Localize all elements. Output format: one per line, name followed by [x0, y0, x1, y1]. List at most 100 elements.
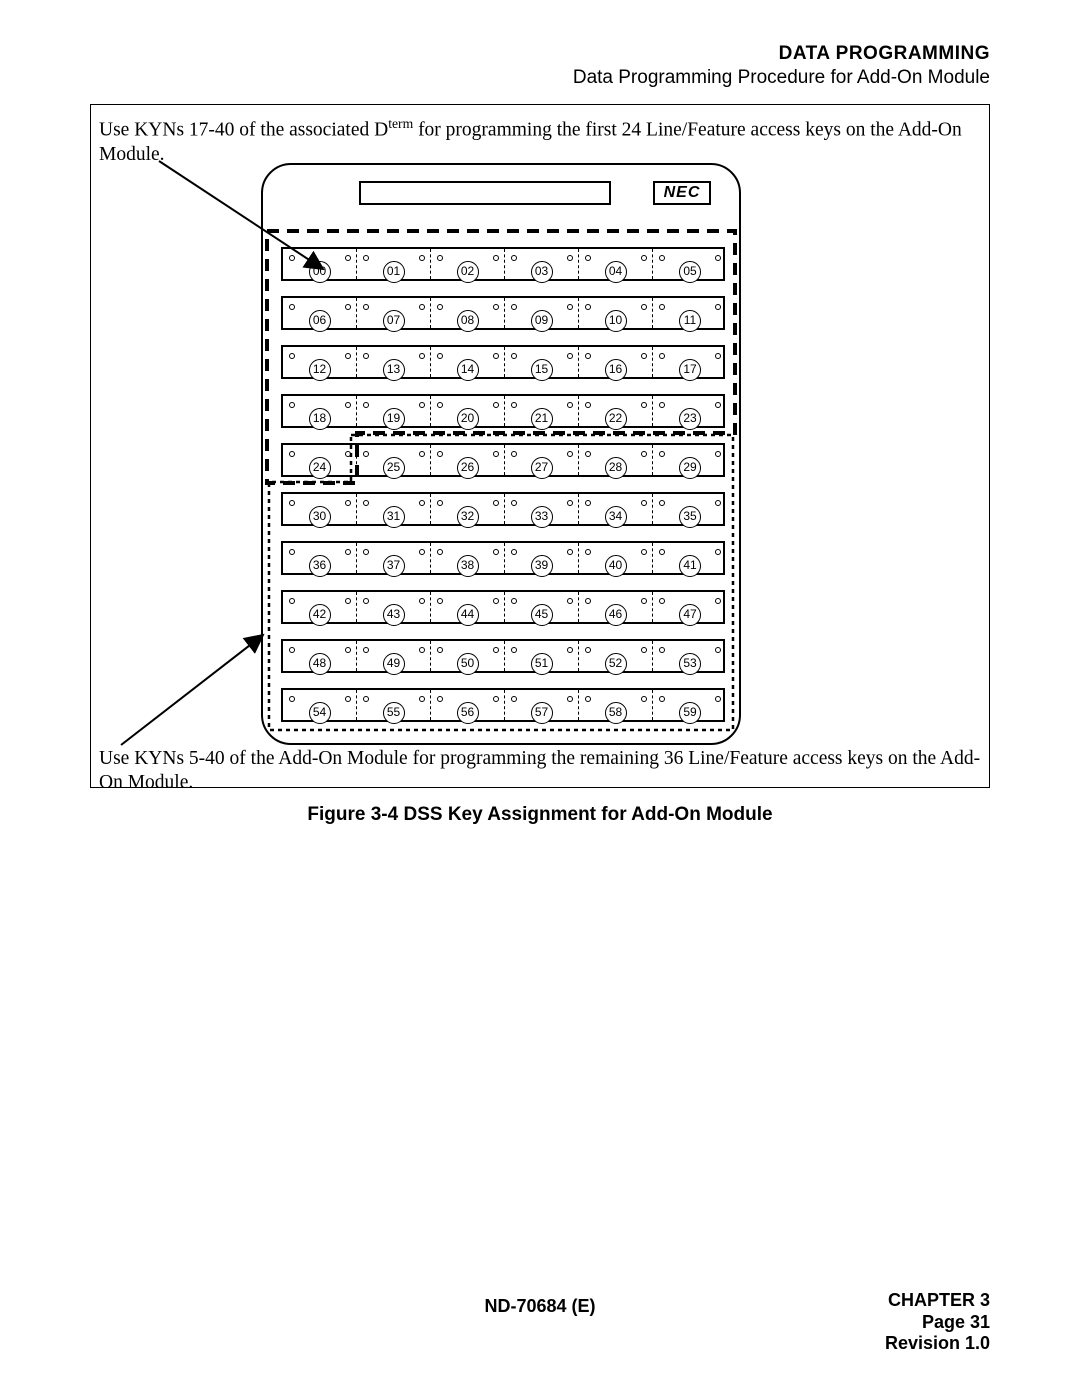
brand-logo: NEC	[653, 181, 711, 205]
led-icon	[419, 696, 425, 702]
led-icon	[493, 598, 499, 604]
led-icon	[419, 402, 425, 408]
led-icon	[289, 696, 295, 702]
key-number: 49	[383, 653, 405, 675]
page: DATA PROGRAMMING Data Programming Proced…	[0, 0, 1080, 1397]
key-cell: 59	[653, 690, 727, 720]
key-cell: 38	[431, 543, 505, 573]
led-icon	[715, 353, 721, 359]
key-cell: 01	[357, 249, 431, 279]
led-icon	[585, 549, 591, 555]
key-cell: 23	[653, 396, 727, 426]
key-number: 08	[457, 310, 479, 332]
led-icon	[659, 304, 665, 310]
key-number: 37	[383, 555, 405, 577]
key-number: 55	[383, 702, 405, 724]
led-icon	[345, 696, 351, 702]
led-icon	[289, 304, 295, 310]
led-icon	[419, 598, 425, 604]
key-number: 45	[531, 604, 553, 626]
figure-caption: Figure 3-4 DSS Key Assignment for Add-On…	[0, 804, 1080, 826]
key-number: 25	[383, 457, 405, 479]
key-number: 16	[605, 359, 627, 381]
led-icon	[289, 255, 295, 261]
key-cell: 19	[357, 396, 431, 426]
key-row: 000102030405	[281, 247, 725, 281]
led-icon	[419, 255, 425, 261]
top-note-pre: Use KYNs 17-40 of the associated D	[99, 120, 388, 141]
key-cell: 22	[579, 396, 653, 426]
led-icon	[567, 647, 573, 653]
key-row: 484950515253	[281, 639, 725, 673]
led-icon	[493, 353, 499, 359]
key-cell: 13	[357, 347, 431, 377]
led-icon	[567, 304, 573, 310]
key-cell: 52	[579, 641, 653, 671]
key-number: 24	[309, 457, 331, 479]
key-cell: 11	[653, 298, 727, 328]
key-number: 30	[309, 506, 331, 528]
key-number: 44	[457, 604, 479, 626]
key-number: 12	[309, 359, 331, 381]
led-icon	[511, 255, 517, 261]
figure-frame: Use KYNs 17-40 of the associated Dterm f…	[90, 104, 990, 788]
key-number: 59	[679, 702, 701, 724]
led-icon	[363, 402, 369, 408]
key-cell: 33	[505, 494, 579, 524]
key-number: 46	[605, 604, 627, 626]
led-icon	[437, 549, 443, 555]
led-icon	[511, 402, 517, 408]
footer-doc-number: ND-70684 (E)	[484, 1296, 595, 1317]
key-cell: 50	[431, 641, 505, 671]
key-cell: 27	[505, 445, 579, 475]
key-cell: 44	[431, 592, 505, 622]
led-icon	[659, 402, 665, 408]
led-icon	[585, 696, 591, 702]
key-cell: 56	[431, 690, 505, 720]
led-icon	[437, 598, 443, 604]
led-icon	[641, 500, 647, 506]
led-icon	[345, 549, 351, 555]
led-icon	[289, 451, 295, 457]
led-icon	[345, 451, 351, 457]
led-icon	[641, 598, 647, 604]
key-number: 26	[457, 457, 479, 479]
key-cell: 37	[357, 543, 431, 573]
key-number: 43	[383, 604, 405, 626]
key-cell: 55	[357, 690, 431, 720]
led-icon	[493, 402, 499, 408]
led-icon	[641, 451, 647, 457]
key-number: 57	[531, 702, 553, 724]
led-icon	[641, 255, 647, 261]
key-number: 35	[679, 506, 701, 528]
key-number: 48	[309, 653, 331, 675]
key-number: 14	[457, 359, 479, 381]
key-cell: 05	[653, 249, 727, 279]
key-cell: 34	[579, 494, 653, 524]
key-row: 545556575859	[281, 688, 725, 722]
key-cell: 57	[505, 690, 579, 720]
key-cell: 40	[579, 543, 653, 573]
led-icon	[641, 304, 647, 310]
key-cell: 16	[579, 347, 653, 377]
key-number: 32	[457, 506, 479, 528]
led-icon	[715, 696, 721, 702]
device-display-box	[359, 181, 611, 205]
key-number: 18	[309, 408, 331, 430]
led-icon	[567, 353, 573, 359]
led-icon	[715, 500, 721, 506]
key-row: 242526272829	[281, 443, 725, 477]
key-grid: 0001020304050607080910111213141516171819…	[281, 247, 725, 737]
led-icon	[363, 500, 369, 506]
key-cell: 24	[283, 445, 357, 475]
led-icon	[437, 500, 443, 506]
key-cell: 20	[431, 396, 505, 426]
key-cell: 29	[653, 445, 727, 475]
key-cell: 49	[357, 641, 431, 671]
key-number: 11	[679, 310, 701, 332]
led-icon	[511, 353, 517, 359]
led-icon	[345, 598, 351, 604]
led-icon	[659, 549, 665, 555]
led-icon	[567, 255, 573, 261]
key-number: 22	[605, 408, 627, 430]
